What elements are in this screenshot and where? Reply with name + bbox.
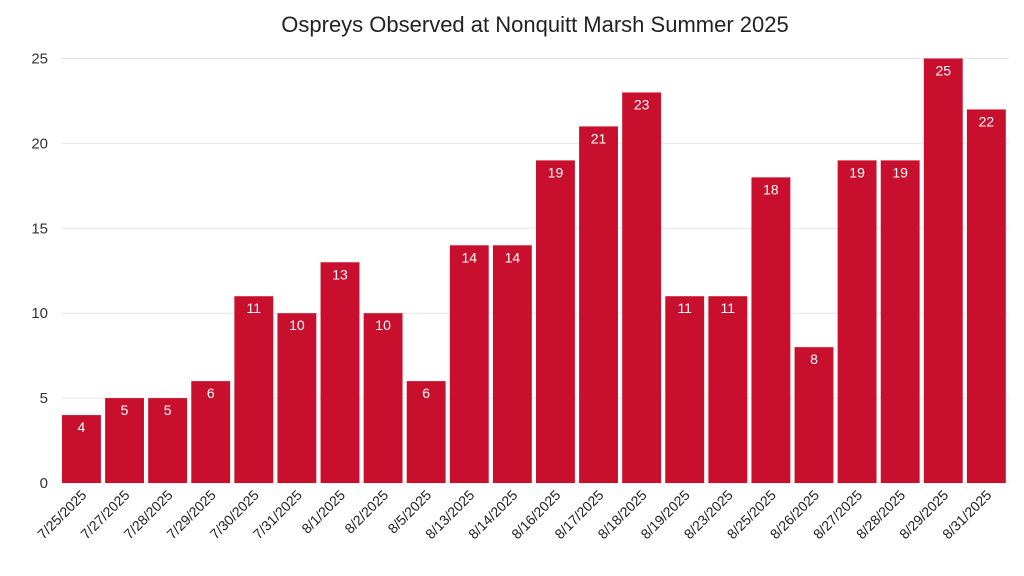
bar bbox=[880, 160, 920, 483]
data-label: 19 bbox=[849, 164, 865, 180]
y-tick-label: 25 bbox=[31, 51, 48, 68]
bar bbox=[966, 109, 1006, 483]
bar bbox=[794, 347, 834, 483]
data-label: 10 bbox=[289, 317, 305, 333]
data-label: 14 bbox=[461, 249, 477, 265]
data-label: 6 bbox=[422, 385, 430, 401]
bar bbox=[62, 415, 101, 483]
bar bbox=[923, 58, 963, 483]
data-label: 5 bbox=[121, 402, 129, 418]
data-label: 11 bbox=[677, 300, 692, 316]
data-label: 18 bbox=[763, 181, 779, 197]
data-label: 21 bbox=[591, 130, 607, 146]
bar bbox=[277, 313, 317, 483]
y-tick-label: 5 bbox=[40, 390, 48, 407]
bar bbox=[622, 92, 662, 484]
data-label: 13 bbox=[332, 266, 348, 282]
x-tick-label: 8/2/2025 bbox=[341, 487, 391, 537]
bar bbox=[363, 313, 403, 483]
bar bbox=[536, 160, 575, 483]
bar bbox=[492, 245, 532, 483]
bar bbox=[708, 296, 748, 483]
data-label: 25 bbox=[935, 63, 951, 79]
data-label: 19 bbox=[892, 164, 908, 180]
data-label: 11 bbox=[721, 300, 736, 316]
data-label: 8 bbox=[810, 351, 818, 367]
x-tick-label: 8/1/2025 bbox=[298, 487, 348, 537]
bar bbox=[579, 126, 618, 484]
bar bbox=[105, 398, 144, 483]
data-label: 23 bbox=[634, 96, 650, 112]
y-tick-label: 10 bbox=[31, 305, 48, 322]
y-tick-label: 0 bbox=[40, 475, 48, 492]
data-label: 5 bbox=[164, 402, 172, 418]
bar bbox=[406, 381, 446, 483]
data-label: 4 bbox=[78, 419, 86, 435]
bar bbox=[449, 245, 489, 483]
data-label: 14 bbox=[505, 249, 521, 265]
bar bbox=[837, 160, 877, 483]
chart-title: Ospreys Observed at Nonquitt Marsh Summe… bbox=[281, 12, 788, 37]
data-label: 22 bbox=[979, 113, 995, 129]
data-label: 19 bbox=[548, 164, 564, 180]
bar bbox=[665, 296, 705, 483]
bar bbox=[320, 262, 360, 483]
bar bbox=[191, 381, 231, 483]
y-tick-label: 20 bbox=[31, 135, 48, 152]
data-label: 10 bbox=[375, 317, 391, 333]
bar bbox=[148, 398, 188, 483]
y-tick-label: 15 bbox=[31, 220, 48, 237]
data-label: 11 bbox=[247, 300, 262, 316]
bar bbox=[751, 177, 791, 484]
bar bbox=[234, 296, 274, 483]
data-label: 6 bbox=[207, 385, 215, 401]
